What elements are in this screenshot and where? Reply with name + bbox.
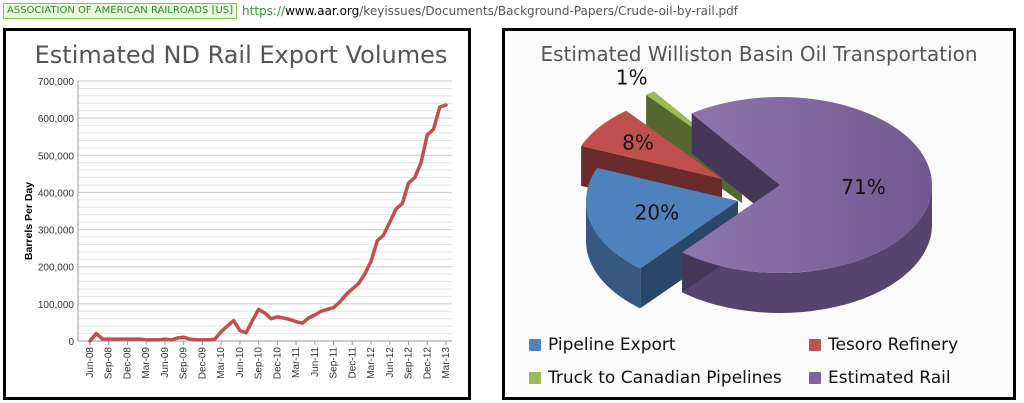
pie-slice-side-estimated-rail (682, 185, 932, 313)
y-tick-label: 500,000 (38, 151, 75, 162)
legend-label: Tesoro Refinery (828, 335, 959, 355)
x-tick-label: Jun-12 (385, 347, 396, 378)
legend-swatch (809, 372, 821, 384)
legend-label: Estimated Rail (828, 368, 951, 388)
pie-label-estimated-rail: 71% (841, 175, 885, 199)
x-tick-label: Jun-10 (235, 347, 246, 378)
x-tick-label: Sep-08 (104, 347, 115, 380)
site-identity-badge[interactable]: ASSOCIATION OF AMERICAN RAILROADS [US] (3, 3, 238, 19)
pie-chart: Estimated Williston Basin Oil Transporta… (540, 42, 978, 313)
x-tick-label: Jun-08 (85, 347, 96, 378)
legend-item-pipeline-export: Pipeline Export (529, 335, 676, 355)
pie-slice-tesoro-refinery (581, 110, 722, 179)
address-bar[interactable]: ASSOCIATION OF AMERICAN RAILROADS [US] h… (0, 0, 1024, 22)
pie-slice-pipeline-export (586, 167, 738, 269)
url-host: www.aar.org (285, 4, 360, 18)
pie-label-truck-to-canadian-pipelines: 1% (616, 65, 648, 89)
legend-label: Truck to Canadian Pipelines (548, 368, 782, 388)
line-chart-title: Estimated ND Rail Export Volumes (35, 41, 448, 69)
pie-slice-side-pipeline-export (586, 201, 641, 309)
x-tick-label: Sep-09 (179, 347, 190, 380)
legend-swatch (809, 339, 821, 351)
pie-chart-panel: Estimated Williston Basin Oil Transporta… (502, 28, 1016, 400)
x-tick-label: Dec-08 (122, 347, 133, 380)
url-scheme: https:// (242, 4, 286, 18)
url-text[interactable]: https://www.aar.org/keyissues/Documents/… (242, 4, 738, 18)
x-tick-label: Sep-11 (329, 347, 340, 379)
legend-item-tesoro-refinery: Tesoro Refinery (809, 335, 958, 355)
legend-item-truck: Truck to Canadian Pipelines (529, 368, 782, 388)
legend-item-estimated-rail: Estimated Rail (809, 368, 951, 388)
pie-label-pipeline-export: 20% (635, 201, 679, 225)
x-tick-label: Sep-10 (254, 347, 265, 380)
x-tick-label: Mar-13 (441, 347, 452, 379)
pie-labels: 71% 20% 8% 1% (616, 65, 886, 224)
x-tick-label: Sep-12 (404, 347, 415, 380)
pie-slices (581, 91, 932, 313)
line-chart-panel: Estimated ND Rail Export Volumes 0 100,00… (3, 28, 471, 400)
line-chart-x-ticks: Jun-08 Sep-08 Dec-08 Mar-09 Jun-09 Sep-09 Dec-… (85, 341, 452, 379)
y-tick-label: 600,000 (38, 114, 75, 125)
line-chart-series (88, 103, 448, 343)
x-tick-label: Dec-11 (347, 347, 358, 379)
y-tick-label: 700,000 (38, 77, 75, 88)
y-tick-label: 0 (68, 337, 74, 348)
y-tick-label: 100,000 (38, 300, 75, 311)
y-tick-label: 300,000 (38, 226, 75, 237)
y-tick-label: 400,000 (38, 188, 75, 199)
pie-slice-sheen (682, 96, 932, 273)
x-tick-label: Mar-09 (141, 347, 152, 379)
series-line-rail-exports (88, 103, 448, 343)
x-tick-label: Mar-10 (216, 347, 227, 379)
line-chart-y-ticks: 0 100,000 200,000 300,000 400,000 500,000 600,… (38, 77, 75, 348)
line-chart-y-axis-label: Barrels Per Day (23, 182, 35, 260)
url-path: /keyissues/Documents/Background-Papers/C… (359, 4, 738, 18)
legend-swatch (529, 372, 541, 384)
y-tick-label: 200,000 (38, 263, 75, 274)
x-tick-label: Dec-10 (272, 347, 283, 380)
pie-chart-title: Estimated Williston Basin Oil Transporta… (540, 42, 977, 66)
x-tick-label: Mar-12 (366, 347, 377, 379)
pie-label-tesoro-refinery: 8% (622, 130, 654, 154)
x-tick-label: Jun-09 (160, 347, 171, 378)
line-chart: Estimated ND Rail Export Volumes 0 100,00… (23, 41, 452, 379)
x-tick-label: Dec-09 (197, 347, 208, 380)
x-tick-label: Dec-12 (422, 347, 433, 380)
legend-swatch (529, 339, 541, 351)
x-tick-label: Jun-11 (310, 347, 321, 377)
x-tick-label: Mar-11 (291, 347, 302, 378)
legend-label: Pipeline Export (548, 335, 676, 355)
pie-slice-wall-estimated-rail (691, 113, 780, 225)
